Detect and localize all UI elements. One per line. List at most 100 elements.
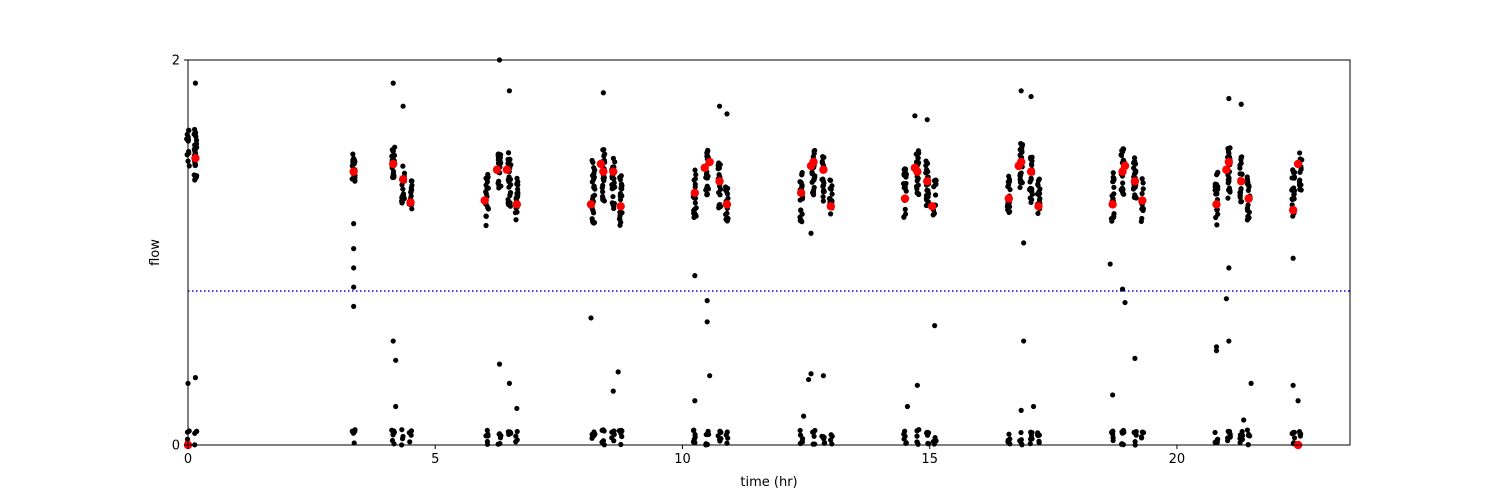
data-point <box>820 373 826 379</box>
data-point <box>615 369 621 375</box>
data-point <box>617 222 623 228</box>
data-point <box>932 192 939 198</box>
highlight-point <box>1224 157 1234 167</box>
data-point <box>821 440 828 446</box>
highlight-point <box>690 188 700 198</box>
data-point <box>1110 170 1116 176</box>
raw-points-layer <box>184 57 1305 448</box>
data-point <box>827 437 834 443</box>
y-tick-label: 0 <box>172 439 180 454</box>
data-point <box>588 315 594 321</box>
highlight-point <box>796 188 806 198</box>
data-point <box>1297 150 1303 156</box>
data-point <box>601 198 607 204</box>
highlight-point <box>826 202 836 211</box>
data-point <box>812 427 818 434</box>
data-point <box>932 323 938 329</box>
data-point <box>811 184 817 191</box>
data-point <box>1111 175 1117 181</box>
data-point <box>820 198 826 204</box>
data-point <box>1248 380 1254 386</box>
data-point <box>723 184 729 190</box>
data-point <box>408 178 414 184</box>
data-point <box>808 371 814 377</box>
data-point <box>408 193 414 199</box>
data-point <box>505 150 512 156</box>
data-point <box>828 432 834 438</box>
data-point <box>351 440 357 446</box>
data-point <box>820 194 826 200</box>
data-point <box>705 428 711 434</box>
data-point <box>717 192 723 198</box>
data-point <box>914 186 920 192</box>
data-point <box>483 213 489 219</box>
data-point <box>1140 180 1146 186</box>
data-point <box>1027 195 1033 201</box>
x-axis-ticks: 0 5 10 15 20 <box>184 445 1185 467</box>
data-point <box>717 201 723 208</box>
data-point <box>507 176 514 183</box>
data-point <box>691 210 697 216</box>
highlight-points-layer <box>183 153 1303 450</box>
data-point <box>400 191 407 197</box>
data-point <box>821 187 827 193</box>
data-point <box>1028 93 1034 100</box>
data-point <box>703 174 709 181</box>
data-point <box>185 127 192 133</box>
data-point <box>184 131 190 138</box>
data-point <box>903 180 909 187</box>
data-point <box>692 398 698 404</box>
data-point <box>408 432 414 438</box>
data-point <box>1132 439 1138 445</box>
data-point <box>1111 184 1117 190</box>
data-point <box>704 319 710 325</box>
data-point <box>505 201 512 208</box>
data-point <box>485 205 491 211</box>
data-point <box>591 170 597 176</box>
data-point <box>820 176 826 182</box>
highlight-point <box>700 163 709 172</box>
data-point <box>723 211 729 218</box>
data-point <box>618 181 624 187</box>
data-point <box>495 160 502 166</box>
data-point <box>408 428 415 434</box>
data-point <box>924 117 930 123</box>
data-point <box>1110 437 1116 444</box>
data-point <box>1035 181 1041 187</box>
data-point <box>600 427 606 433</box>
data-point <box>619 433 625 440</box>
data-point <box>1237 432 1243 438</box>
data-point <box>599 185 605 191</box>
highlight-point <box>1108 200 1117 209</box>
highlight-point <box>1212 200 1221 209</box>
data-point <box>1214 439 1220 446</box>
data-point <box>1028 199 1034 206</box>
highlight-point <box>1288 205 1298 215</box>
data-point <box>1237 190 1243 196</box>
data-point <box>1018 141 1024 147</box>
data-point <box>1110 392 1116 398</box>
data-point <box>1225 435 1231 441</box>
data-point <box>389 153 395 159</box>
data-point <box>514 405 520 412</box>
data-point <box>799 182 805 189</box>
data-point <box>1214 222 1220 228</box>
highlight-point <box>480 196 489 205</box>
highlight-point <box>512 200 522 209</box>
data-point <box>812 441 818 447</box>
data-point <box>590 210 597 216</box>
highlight-point <box>616 202 625 211</box>
data-point <box>399 427 405 433</box>
data-point <box>407 439 413 445</box>
data-point <box>1122 299 1128 306</box>
data-point <box>600 90 606 96</box>
data-point <box>902 206 908 212</box>
data-point <box>1130 186 1137 192</box>
data-point <box>1290 382 1296 388</box>
data-point <box>1213 214 1219 221</box>
data-point <box>498 432 504 439</box>
data-point <box>601 178 607 184</box>
data-point <box>1118 152 1125 159</box>
data-point <box>1018 407 1024 413</box>
